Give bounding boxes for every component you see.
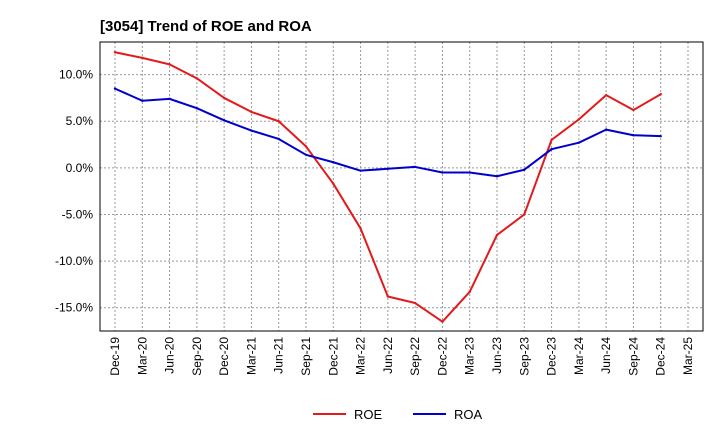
data-point-roa	[604, 128, 608, 131]
data-point-roe	[632, 108, 635, 112]
x-tick-label: Dec-20	[217, 337, 231, 376]
legend-label-roa: ROA	[454, 407, 483, 422]
data-point-roe	[604, 93, 608, 97]
x-tick-label: Dec-23	[545, 337, 559, 376]
data-point-roe	[195, 77, 199, 80]
data-point-roa	[632, 134, 635, 137]
data-point-roe	[168, 63, 171, 66]
legend: ROE ROA	[313, 407, 483, 422]
x-tick-label: Mar-23	[463, 337, 477, 375]
data-point-roe	[468, 290, 471, 294]
data-point-roa	[222, 119, 226, 122]
x-tick-label: Jun-24	[599, 337, 613, 374]
data-point-roa	[577, 141, 581, 144]
data-point-roa	[386, 167, 390, 170]
x-tick-label: Sep-20	[190, 337, 204, 376]
y-tick-label: 5.0%	[66, 114, 94, 128]
data-point-roe	[277, 120, 280, 123]
x-tick-label: Dec-22	[435, 337, 449, 376]
data-point-roa	[468, 171, 471, 174]
x-tick-label: Jun-22	[381, 337, 395, 374]
gridlines	[100, 42, 703, 331]
x-tick-label: Mar-22	[354, 337, 368, 375]
x-tick-label: Sep-22	[408, 337, 422, 376]
data-point-roa	[659, 134, 662, 138]
data-point-roa	[113, 87, 117, 90]
data-point-roa	[413, 165, 417, 169]
x-tick-label: Mar-20	[135, 337, 149, 375]
y-tick-label: -5.0%	[62, 207, 94, 221]
data-point-roe	[222, 96, 226, 100]
x-tick-label: Dec-19	[108, 337, 122, 376]
y-tick-label: -15.0%	[55, 301, 93, 315]
data-point-roa	[359, 169, 362, 172]
data-point-roe	[359, 227, 362, 230]
data-point-roe	[659, 93, 662, 96]
plot-frame	[99, 41, 704, 332]
data-point-roe	[523, 213, 526, 216]
x-tick-label: Sep-24	[626, 337, 640, 376]
x-tick-label: Mar-21	[244, 337, 258, 375]
chart-title: [3054] Trend of ROE and ROA	[100, 18, 312, 35]
data-point-roa	[550, 148, 553, 151]
y-tick-label: -10.0%	[55, 254, 93, 268]
data-point-roa	[332, 161, 335, 164]
data-point-roe	[550, 138, 553, 142]
data-point-roa	[168, 97, 171, 101]
series-lines	[113, 51, 662, 323]
y-tick-label: 0.0%	[66, 161, 94, 175]
data-point-roe	[495, 233, 499, 237]
data-point-roa	[277, 137, 280, 141]
y-axis-tick-labels: 10.0% 5.0% 0.0% -5.0% -10.0% -15.0%	[55, 68, 93, 315]
data-point-roa	[441, 171, 444, 174]
data-point-roe	[250, 110, 253, 114]
x-tick-label: Dec-21	[326, 337, 340, 376]
x-tick-label: Sep-23	[517, 337, 531, 376]
x-tick-label: Jun-23	[490, 337, 504, 374]
data-point-roe	[577, 118, 581, 121]
x-tick-label: Mar-25	[681, 337, 695, 375]
x-tick-label: Jun-20	[163, 337, 177, 374]
data-point-roe	[304, 145, 308, 148]
data-point-roe	[332, 182, 335, 185]
legend-label-roe: ROE	[354, 407, 383, 422]
data-point-roa	[141, 99, 144, 102]
data-point-roe	[113, 51, 117, 54]
x-tick-label: Jun-21	[272, 337, 286, 374]
data-point-roa	[304, 153, 308, 157]
data-point-roe	[413, 301, 417, 305]
data-point-roe	[441, 320, 444, 323]
x-tick-label: Dec-24	[654, 337, 668, 376]
data-point-roe	[141, 56, 144, 60]
data-point-roa	[495, 175, 499, 178]
data-point-roe	[386, 295, 390, 298]
data-point-roa	[195, 106, 199, 110]
x-axis-tick-labels: Dec-19 Mar-20 Jun-20 Sep-20 Dec-20 Mar-21 Jun-…	[108, 337, 695, 376]
data-point-roa	[523, 168, 526, 171]
x-tick-label: Sep-21	[299, 337, 313, 376]
y-tick-label: 10.0%	[59, 68, 93, 82]
x-tick-label: Mar-24	[572, 337, 586, 375]
data-point-roa	[250, 129, 253, 132]
